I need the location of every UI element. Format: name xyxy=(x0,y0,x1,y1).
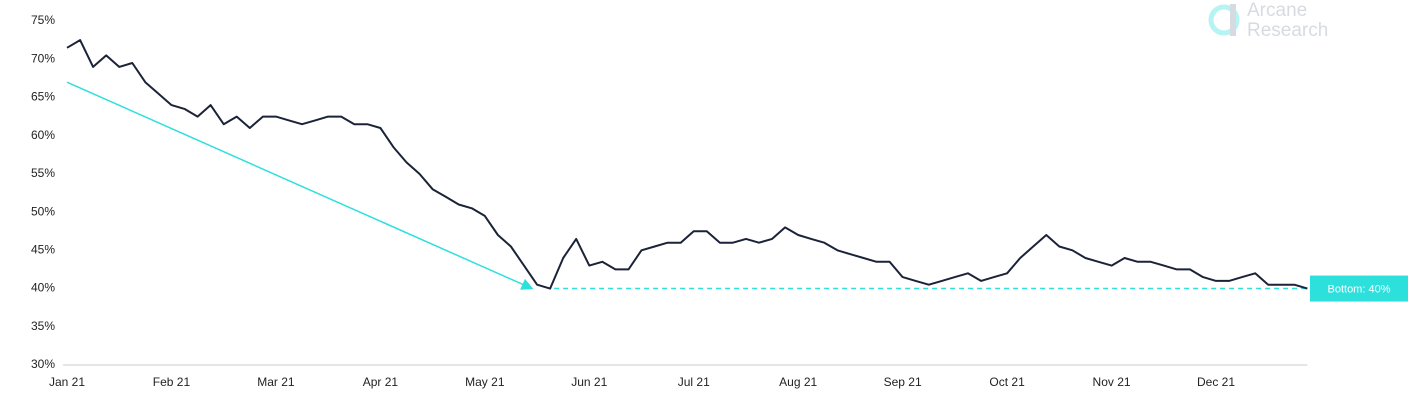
y-tick-label: 35% xyxy=(31,319,55,333)
logo-text: Arcane xyxy=(1247,0,1307,21)
x-tick-label: May 21 xyxy=(465,375,505,389)
x-tick-label: Mar 21 xyxy=(257,375,295,389)
logo: Arcane Research xyxy=(1208,0,1328,41)
x-tick-label: Jan 21 xyxy=(49,375,85,389)
x-tick-label: Feb 21 xyxy=(153,375,191,389)
logo-icon xyxy=(1208,4,1240,36)
y-tick-label: 55% xyxy=(31,166,55,180)
x-tick-label: Jul 21 xyxy=(678,375,710,389)
logo-text: Research xyxy=(1247,20,1328,41)
reference-label: Bottom: 40% xyxy=(1328,283,1391,295)
x-tick-label: Dec 21 xyxy=(1197,375,1235,389)
x-tick-label: Jun 21 xyxy=(571,375,607,389)
x-tick-label: Oct 21 xyxy=(989,375,1025,389)
reference-label-box xyxy=(1310,275,1408,302)
y-tick-label: 50% xyxy=(31,204,55,218)
y-tick-label: 45% xyxy=(31,243,55,257)
logo-icon xyxy=(1230,4,1236,36)
y-tick-label: 60% xyxy=(31,128,55,142)
x-tick-label: Aug 21 xyxy=(779,375,817,389)
y-tick-label: 70% xyxy=(31,51,55,65)
series-line xyxy=(66,39,1308,290)
y-tick-label: 65% xyxy=(31,90,55,104)
x-tick-label: Sep 21 xyxy=(884,375,922,389)
y-tick-label: 30% xyxy=(31,357,55,371)
x-tick-label: Apr 21 xyxy=(363,375,399,389)
x-tick-label: Nov 21 xyxy=(1093,375,1131,389)
y-tick-label: 40% xyxy=(31,281,55,295)
trend-arrow xyxy=(66,81,534,290)
y-tick-label: 75% xyxy=(31,13,55,27)
